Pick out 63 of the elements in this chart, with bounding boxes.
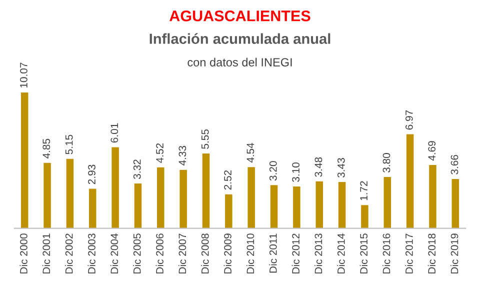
data-label: 4.54 [246,142,254,163]
bar [361,205,368,228]
bar [202,153,210,228]
x-tick-label: Dic 2000 [20,234,28,274]
bar [157,167,164,228]
data-label: 3.20 [269,161,277,181]
x-tick-label: Dic 2013 [314,234,322,274]
data-label: 4.33 [178,146,186,166]
bar [20,92,28,228]
bar [44,162,51,228]
bar [112,147,119,228]
x-tick-label: Dic 2015 [360,234,368,274]
x-tick-label: Dic 2016 [382,234,390,274]
x-tick-label: Dic 2018 [428,234,436,274]
bar [248,167,255,228]
x-tick-label: Dic 2003 [88,234,96,274]
x-tick-label: Dic 2014 [337,233,345,274]
data-label: 3.66 [450,154,458,174]
x-tick-label: Dic 2001 [42,234,50,274]
bar [88,188,96,228]
x-tick-label: Dic 2008 [201,234,209,274]
data-label: 10.07 [20,62,28,88]
bar [225,194,232,228]
data-label: 5.55 [202,129,209,149]
x-tick-label: Dic 2019 [450,234,458,274]
x-tick-label: Dic 2009 [224,234,232,274]
chart-title: AGUASCALIENTES [170,10,310,22]
x-tick-label: Dic 2006 [156,234,164,274]
chart-subtitle: Inflación acumulada anual [150,33,330,44]
data-label: 3.48 [314,157,322,177]
bar [180,170,187,228]
data-label: 4.69 [428,141,436,161]
data-label: 3.10 [292,162,300,182]
x-tick-label: Dic 2005 [133,234,141,274]
data-label: 1.72 [360,181,368,200]
data-label: 3.43 [337,158,345,178]
data-label: 5.15 [65,134,73,154]
data-label: 3.80 [382,153,390,172]
bar [293,186,300,228]
data-label: 2.93 [88,164,96,184]
data-label: 6.01 [110,123,118,143]
bar [338,182,346,228]
x-tick-label: Dic 2012 [292,234,300,274]
bar [452,178,460,228]
data-label: 3.32 [133,160,141,179]
x-tick-label: Dic 2004 [110,233,118,274]
bar [270,185,278,228]
bar [384,177,392,228]
x-tick-label: Dic 2002 [65,234,73,274]
bar [316,181,323,228]
data-label: 2.52 [224,170,232,190]
x-tick-label: Dic 2011 [269,234,277,273]
bar [66,158,74,228]
data-label: 6.97 [405,110,413,130]
bar [134,184,142,228]
bar [429,165,436,228]
data-label: 4.85 [42,138,50,158]
x-tick-label: Dic 2010 [246,234,254,274]
text: con datos del INEGI [188,58,292,66]
x-tick-label: Dic 2017 [405,234,413,274]
data-label: 4.52 [156,143,164,163]
x-tick-label: Dic 2007 [178,234,186,274]
bar [406,134,414,228]
